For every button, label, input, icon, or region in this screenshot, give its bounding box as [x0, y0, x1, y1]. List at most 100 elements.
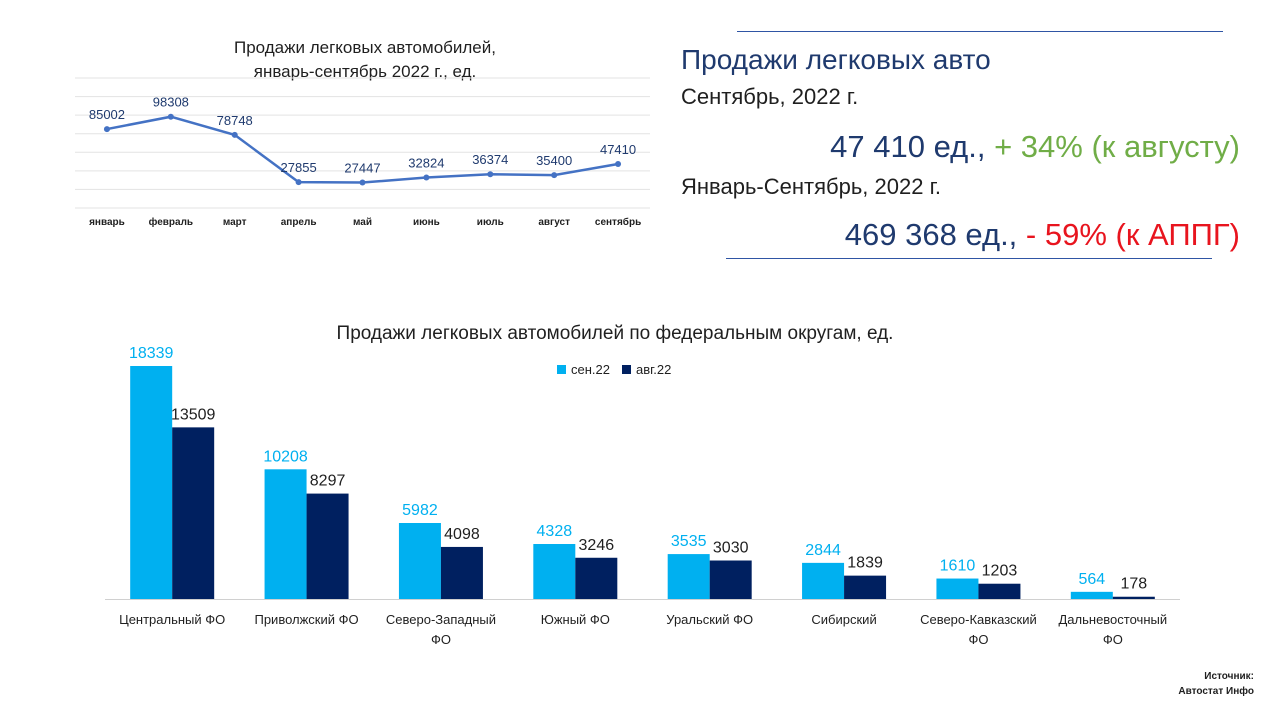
bar-category-label-line-2-0: Северо-Западный: [386, 612, 496, 627]
bar-chart-legend: сен.22 авг.22: [557, 362, 671, 377]
line-chart-title: Продажи легковых автомобилей, январь-сен…: [150, 36, 580, 84]
bar-category-label-line-5-0: Сибирский: [811, 612, 876, 627]
line-chart-title-line-2: январь-сентябрь 2022 г., ед.: [253, 62, 477, 81]
line-chart-title-line-1: Продажи легковых автомобилей,: [234, 38, 496, 57]
summary-ytd-value: 469 368 ед.,: [844, 217, 1026, 252]
bar-aug-1: [306, 493, 349, 599]
bar-label-aug-7: 178: [1120, 576, 1147, 593]
line-chart-point-3: [295, 179, 302, 186]
summary-month-change: + 34% (к августу): [994, 129, 1240, 164]
bar-category-label-line-7-1: ФО: [1103, 632, 1123, 647]
bar-label-aug-0: 13509: [171, 406, 216, 423]
bar-category-label-6: Северо-Кавказский ФО: [920, 612, 1037, 647]
line-chart-point-1: [167, 113, 174, 120]
source-label: Источник:: [1204, 671, 1254, 682]
summary-month-line: 47 410 ед., + 34% (к августу): [830, 129, 1240, 165]
summary-period-month: Сентябрь, 2022 г.: [681, 84, 859, 109]
bar-label-aug-3: 3246: [579, 537, 615, 554]
bar-label-sep-3: 4328: [537, 523, 573, 540]
bar-aug-3: [575, 557, 618, 599]
bar-aug-6: [978, 583, 1021, 599]
line-chart-point-2: [231, 131, 238, 138]
legend-swatch-sep: [557, 365, 566, 374]
line-chart-value-label-8: 47410: [600, 142, 636, 157]
line-chart-value-label-1: 98308: [153, 95, 189, 110]
line-chart-value-label-0: 85002: [89, 107, 125, 122]
legend-label-sep: сен.22: [571, 362, 610, 377]
bar-label-sep-4: 3535: [671, 533, 707, 550]
bar-sep-4: [667, 554, 710, 599]
legend-swatch-aug: [621, 365, 631, 374]
bar-label-aug-1: 8297: [310, 473, 346, 490]
line-chart-point-4: [359, 179, 366, 186]
line-chart-category-label-8: сентябрь: [595, 216, 641, 228]
summary-month-value: 47 410 ед.,: [830, 129, 995, 164]
bar-category-label-5: Сибирский: [811, 612, 876, 627]
line-chart-value-label-5: 32824: [408, 156, 444, 171]
line-chart-point-0: [103, 126, 110, 133]
bar-category-label-line-3-0: Южный ФО: [541, 612, 610, 627]
bar-sep-5: [802, 562, 845, 599]
bar-aug-4: [709, 560, 752, 599]
line-chart-category-label-3: апрель: [281, 217, 317, 228]
bar-label-sep-1: 10208: [263, 448, 308, 465]
bar-label-aug-5: 1839: [847, 555, 883, 572]
bar-aug-5: [844, 575, 887, 599]
summary-period-ytd: Январь-Сентябрь, 2022 г.: [681, 174, 942, 199]
bar-aug-7: [1112, 596, 1155, 599]
bar-category-label-7: Дальневосточный ФО: [1059, 612, 1168, 647]
summary-top-rule: [737, 31, 1223, 32]
bar-aug-0: [172, 427, 215, 599]
bar-category-label-line-6-0: Северо-Кавказский: [920, 612, 1037, 627]
line-chart-point-6: [487, 171, 494, 178]
line-chart-point-7: [551, 172, 558, 179]
line-chart-value-label-6: 36374: [472, 152, 508, 167]
summary-ytd-line: 469 368 ед., - 59% (к АППГ): [845, 217, 1240, 253]
bar-label-sep-5: 2844: [805, 542, 841, 559]
bar-sep-7: [1070, 591, 1113, 599]
bar-label-aug-6: 1203: [982, 563, 1018, 580]
summary-ytd-change: - 59% (к АППГ): [1025, 217, 1240, 252]
summary-bottom-rule: [726, 258, 1212, 259]
bar-label-aug-4: 3030: [713, 540, 749, 557]
line-chart-value-label-4: 27447: [344, 161, 380, 176]
legend-item-sep: сен.22: [557, 362, 610, 377]
line-chart-category-label-6: июль: [477, 217, 504, 228]
line-chart-value-label-7: 35400: [536, 153, 572, 168]
bar-category-label-line-7-0: Дальневосточный: [1059, 612, 1168, 627]
bar-category-label-4: Уральский ФО: [666, 612, 753, 627]
bar-category-label-line-1-0: Приволжский ФО: [254, 612, 358, 627]
line-chart-category-label-5: июнь: [413, 217, 440, 228]
summary-panel: Продажи легковых авто Сентябрь, 2022 г. …: [0, 0, 1280, 300]
line-chart-category-label-7: август: [538, 217, 570, 228]
legend-label-aug: авг.22: [635, 362, 672, 377]
bar-label-sep-6: 1610: [940, 558, 976, 575]
bar-sep-0: [130, 366, 173, 599]
bar-label-sep-7: 564: [1078, 571, 1105, 588]
legend-item-aug: авг.22: [621, 362, 672, 377]
bar-category-label-line-2-1: ФО: [431, 632, 451, 647]
bar-sep-1: [264, 469, 307, 599]
source-note: Источник: Автостат Инфо: [1178, 669, 1254, 699]
line-chart-category-label-0: январь: [89, 217, 125, 228]
line-chart-category-label-4: май: [353, 217, 372, 228]
line-chart-point-5: [423, 174, 430, 181]
bar-chart-title: Продажи легковых автомобилей по федераль…: [336, 323, 894, 344]
bar-label-sep-2: 5982: [402, 502, 438, 519]
bar-label-aug-2: 4098: [444, 526, 480, 543]
bar-category-label-line-4-0: Уральский ФО: [666, 612, 753, 627]
summary-heading: Продажи легковых авто: [681, 44, 991, 75]
bar-sep-6: [936, 578, 979, 599]
bar-category-label-line-0-0: Центральный ФО: [119, 612, 225, 627]
bar-category-label-2: Северо-Западный ФО: [386, 612, 496, 647]
bar-category-label-3: Южный ФО: [541, 612, 610, 627]
bar-sep-3: [533, 544, 576, 599]
source-name: Автостат Инфо: [1178, 686, 1254, 697]
line-chart-category-label-2: март: [223, 217, 247, 228]
line-chart-value-label-2: 78748: [217, 113, 253, 128]
bar-sep-2: [398, 522, 441, 599]
line-chart-point-8: [615, 160, 622, 167]
bar-category-label-0: Центральный ФО: [119, 612, 225, 627]
bar-category-label-line-6-1: ФО: [968, 632, 988, 647]
line-chart-value-label-3: 27855: [281, 160, 317, 175]
